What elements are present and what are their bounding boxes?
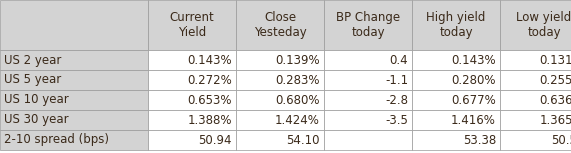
Text: 1.416%: 1.416%	[451, 114, 496, 127]
Text: 0.143%: 0.143%	[187, 54, 232, 67]
Text: 1.388%: 1.388%	[187, 114, 232, 127]
Text: High yield
today: High yield today	[427, 11, 486, 39]
Text: 0.653%: 0.653%	[187, 93, 232, 106]
Text: US 30 year: US 30 year	[4, 114, 69, 127]
Text: -3.5: -3.5	[385, 114, 408, 127]
Text: US 10 year: US 10 year	[4, 93, 69, 106]
Text: Close
Yesteday: Close Yesteday	[254, 11, 307, 39]
Text: 0.143%: 0.143%	[451, 54, 496, 67]
Text: 0.272%: 0.272%	[187, 73, 232, 86]
Text: 0.4: 0.4	[389, 54, 408, 67]
Text: 0.636%: 0.636%	[540, 93, 571, 106]
Text: 0.131%: 0.131%	[540, 54, 571, 67]
Text: Current
Yield: Current Yield	[170, 11, 214, 39]
Text: US 5 year: US 5 year	[4, 73, 61, 86]
Text: 50.53: 50.53	[551, 134, 571, 147]
Text: 0.283%: 0.283%	[275, 73, 320, 86]
Text: -2.8: -2.8	[385, 93, 408, 106]
Text: -1.1: -1.1	[385, 73, 408, 86]
Text: 1.424%: 1.424%	[275, 114, 320, 127]
Text: 0.139%: 0.139%	[275, 54, 320, 67]
Text: 1.365%: 1.365%	[540, 114, 571, 127]
Text: BP Change
today: BP Change today	[336, 11, 400, 39]
Text: 0.280%: 0.280%	[452, 73, 496, 86]
Text: 0.255%: 0.255%	[540, 73, 571, 86]
Text: Low yield
today: Low yield today	[516, 11, 571, 39]
Text: 2-10 spread (bps): 2-10 spread (bps)	[4, 134, 109, 147]
Text: 54.10: 54.10	[287, 134, 320, 147]
Text: 53.38: 53.38	[463, 134, 496, 147]
Text: 0.680%: 0.680%	[275, 93, 320, 106]
Text: 0.677%: 0.677%	[451, 93, 496, 106]
Text: US 2 year: US 2 year	[4, 54, 61, 67]
Text: 50.94: 50.94	[199, 134, 232, 147]
